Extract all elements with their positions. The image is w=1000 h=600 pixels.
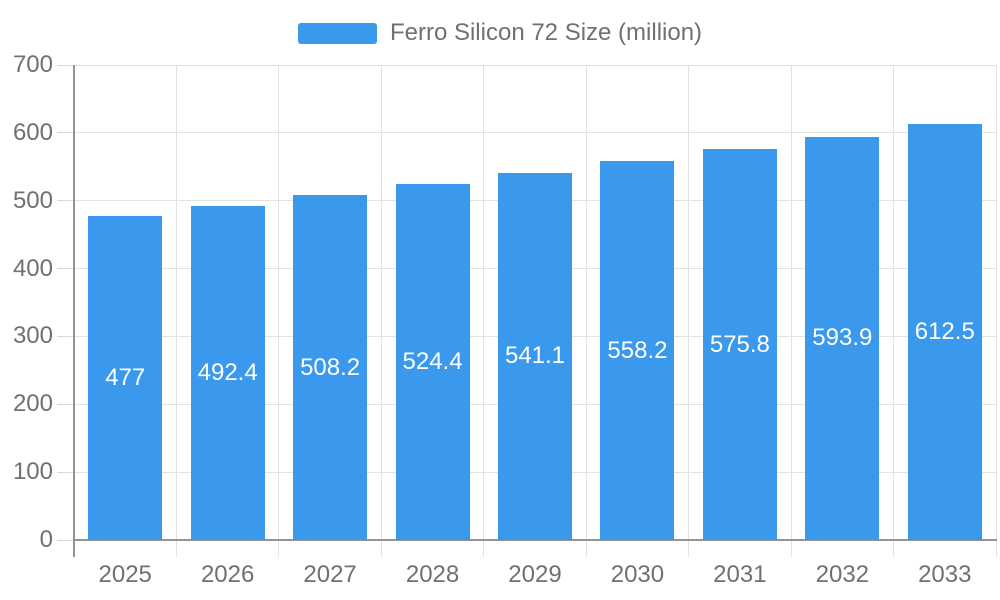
x-axis-label: 2025 [98, 561, 152, 588]
y-axis-tick [57, 335, 74, 337]
y-axis-tick [57, 200, 74, 202]
x-axis-label: 2028 [405, 561, 460, 588]
x-axis-label: 2030 [610, 561, 665, 588]
bar-2030[interactable] [600, 161, 675, 540]
y-gridline [74, 132, 996, 134]
bar-2025[interactable] [88, 216, 163, 540]
x-gridline [688, 65, 690, 557]
x-axis-label: 2027 [303, 561, 357, 588]
bar-2029[interactable] [498, 172, 572, 540]
y-axis-tick [57, 539, 74, 541]
y-axis-label: 400 [12, 254, 53, 282]
x-axis-line [73, 539, 997, 541]
bar-2027[interactable] [293, 195, 368, 540]
bar-2026[interactable] [190, 205, 265, 540]
x-gridline [790, 65, 792, 557]
x-gridline [995, 65, 997, 557]
legend-item[interactable]: Ferro Silicon 72 Size (million) [297, 19, 703, 46]
x-gridline [175, 65, 177, 557]
x-gridline [585, 65, 587, 557]
y-axis-tick [57, 268, 74, 270]
y-axis-label: 600 [12, 118, 53, 146]
x-gridline [278, 65, 280, 557]
x-axis-label: 2033 [918, 561, 972, 588]
plot-area: 0 100 200 300 400 500 600 700 477 2025 492.4 2026 50… [13, 52, 997, 588]
bar-2028[interactable] [395, 184, 470, 540]
y-axis-tick [57, 132, 74, 134]
x-gridline [483, 65, 485, 557]
bar-2032[interactable] [805, 136, 880, 540]
y-gridline [74, 64, 996, 66]
legend-swatch-icon [297, 22, 377, 44]
y-axis-label: 0 [39, 526, 53, 553]
x-axis-label: 2032 [815, 561, 870, 588]
y-axis-label: 200 [12, 390, 53, 418]
x-axis-label: 2026 [200, 561, 255, 588]
bar-2031[interactable] [702, 149, 777, 540]
x-axis-label: 2029 [508, 561, 562, 588]
y-axis-label: 100 [12, 458, 53, 486]
y-axis-label: 700 [12, 51, 53, 78]
x-axis-label: 2031 [713, 561, 767, 588]
x-gridline [380, 65, 382, 557]
y-axis-tick [57, 64, 74, 66]
y-axis-label: 500 [12, 186, 53, 214]
legend: Ferro Silicon 72 Size (million) [0, 20, 1000, 46]
bar-2033[interactable] [907, 124, 982, 540]
y-axis-tick [57, 471, 74, 473]
y-axis-label: 300 [12, 322, 53, 350]
x-gridline [893, 65, 895, 557]
legend-label: Ferro Silicon 72 Size (million) [389, 19, 703, 46]
y-axis-line [73, 65, 75, 557]
y-axis-tick [57, 403, 74, 405]
